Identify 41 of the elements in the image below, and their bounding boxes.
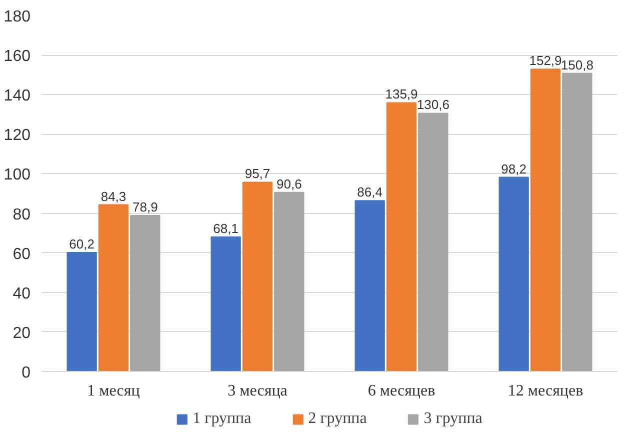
x-tick-label: 1 месяц [87,382,140,400]
legend-label: 3 группа [424,410,482,428]
data-label: 78,9 [132,199,158,214]
x-tick-label: 3 месяца [228,382,288,400]
y-tick-label: 60 [12,246,31,263]
data-label: 95,7 [244,166,270,182]
y-tick-label: 160 [4,48,31,66]
data-label: 84,3 [100,188,126,204]
legend-label: 2 группа [308,410,367,428]
data-label: 90,6 [276,176,302,192]
bar [498,176,529,372]
bar [210,236,241,372]
y-tick-label: 120 [4,127,31,144]
data-label: 98,2 [501,161,526,176]
bar [274,192,304,372]
legend-label: 1 группа [192,410,252,428]
y-tick-label: 20 [12,324,31,342]
y-tick-label: 100 [4,166,31,184]
data-label: 135,9 [385,86,418,102]
bar [242,182,273,372]
x-tick-label: 12 месяцев [508,382,584,400]
y-tick-label: 180 [4,8,31,26]
data-label: 60,2 [69,236,94,252]
y-tick-label: 40 [12,285,31,302]
x-tick-label: 6 месяцев [368,382,436,400]
bar [66,252,97,372]
y-tick-label: 0 [22,364,31,382]
data-label: 152,9 [529,53,562,68]
bar [418,112,448,372]
data-label: 130,6 [416,97,450,112]
bar [562,72,592,372]
bar [354,200,385,372]
y-tick-label: 80 [12,206,31,224]
data-label: 86,4 [357,184,382,200]
bar [98,204,129,372]
bar [530,68,561,372]
data-label: 68,1 [213,220,238,236]
data-label: 150,8 [560,57,594,72]
y-tick-label: 140 [4,88,31,105]
bar [386,102,417,372]
bar [130,214,160,372]
